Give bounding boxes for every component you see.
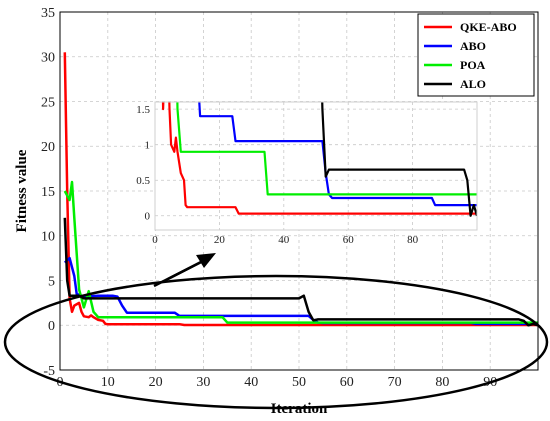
inset-x-tick-4: 80: [407, 234, 419, 246]
zoom-arrow-line-right: [167, 258, 206, 281]
y-tick-8: 35: [41, 6, 55, 21]
legend: QKE-ABO ABO POA ALO: [417, 13, 535, 97]
x-tick-labels: 0 10 20 30 40 50 60 70 80 90: [57, 375, 498, 390]
inset-x-tick-1: 20: [214, 234, 226, 246]
plot-frame: [59, 11, 539, 371]
y-tick-7: 30: [41, 51, 55, 66]
y-tick-0: -5: [43, 364, 55, 379]
inset-plot: 0 20 40 60 80 0 0.5 1 1.5: [136, 101, 478, 246]
zoom-annotation: [3, 253, 549, 410]
x-tick-2: 20: [149, 375, 163, 390]
inset-x-tick-labels: 0 20 40 60 80: [152, 234, 418, 246]
inset-y-tick-labels: 0 0.5 1 1.5: [136, 104, 150, 223]
x-tick-5: 50: [292, 375, 306, 390]
zoom-ellipse: [3, 274, 549, 410]
inset-y-tick-1: 0.5: [136, 175, 150, 187]
series-alo: [63, 217, 538, 327]
x-tick-4: 40: [244, 375, 258, 390]
inset-x-tick-2: 40: [278, 234, 290, 246]
x-tick-8: 80: [435, 375, 449, 390]
x-tick-6: 60: [340, 375, 354, 390]
inset-series-lines: [161, 102, 477, 217]
zoom-arrow-head: [196, 253, 216, 268]
y-axis-label: Fitness value: [14, 149, 30, 232]
inset-frame: [154, 101, 478, 231]
inset-y-tick-2: 1: [145, 140, 151, 152]
y-tick-1: 0: [48, 319, 55, 334]
inset-series-qke-abo: [161, 102, 477, 215]
inset-y-tick-3: 1.5: [136, 104, 150, 116]
inset-series-alo: [321, 102, 477, 217]
x-tick-3: 30: [196, 375, 210, 390]
legend-label-qke-abo: QKE-ABO: [460, 20, 517, 34]
y-tick-labels: -5 0 5 10 15 20 25 30 35: [41, 6, 55, 379]
inset-area: [155, 102, 477, 230]
inset-x-tick-3: 60: [343, 234, 355, 246]
y-tick-4: 15: [41, 185, 55, 200]
series-lines: [63, 52, 538, 327]
y-tick-6: 25: [41, 95, 55, 110]
inset-x-tick-0: 0: [152, 234, 158, 246]
inset-series-abo: [198, 102, 477, 207]
series-qke-abo: [63, 52, 538, 327]
inset-y-tick-0: 0: [145, 211, 151, 223]
y-tick-2: 5: [48, 274, 55, 289]
y-tick-3: 10: [41, 230, 55, 245]
legend-label-poa: POA: [460, 58, 486, 72]
x-tick-7: 70: [388, 375, 402, 390]
legend-label-abo: ABO: [460, 39, 486, 53]
inset-series-poa: [176, 102, 477, 196]
x-tick-1: 10: [101, 375, 115, 390]
y-tick-5: 20: [41, 140, 55, 155]
legend-label-alo: ALO: [460, 77, 486, 91]
